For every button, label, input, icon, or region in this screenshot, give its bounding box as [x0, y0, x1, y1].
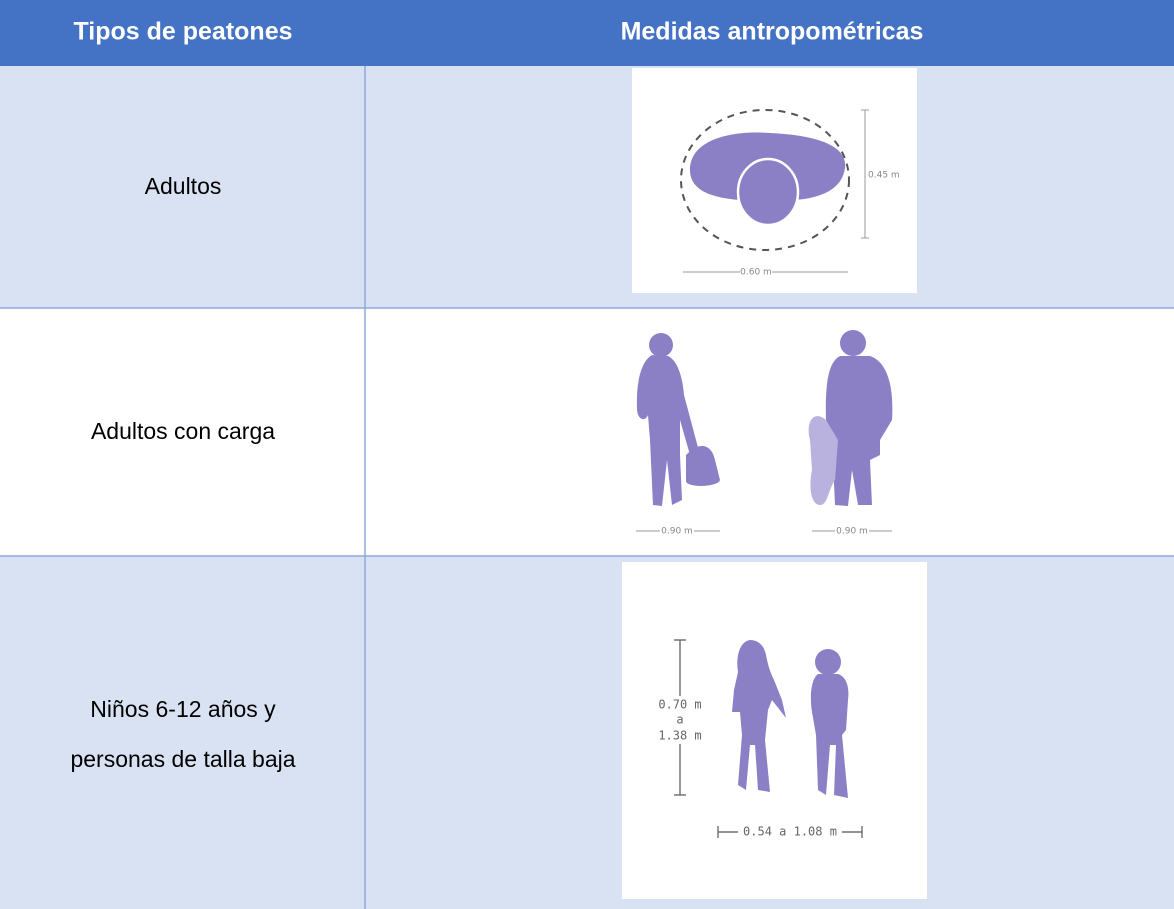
dimension-label: 0.45 m — [868, 171, 900, 181]
dimension-label: 0.70 m — [658, 698, 701, 712]
header-row — [0, 0, 1174, 66]
row-bg — [0, 556, 1174, 909]
dimension-label: 1.38 m — [658, 729, 701, 743]
row-label: personas de talla baja — [70, 746, 295, 772]
header-cell: Medidas antropométricas — [621, 18, 924, 46]
figure-children: 0.70 m a 1.38 m 0.54 a 1.08 m — [622, 562, 927, 899]
row-label: Adultos con carga — [91, 418, 275, 444]
figure-adults-load: 0.90 m 0.90 m — [636, 330, 893, 537]
dimension-label: 0.60 m — [740, 268, 772, 278]
row-bg — [0, 308, 1174, 556]
row-label: Niños 6-12 años y — [90, 696, 276, 722]
table-borders — [0, 66, 1174, 909]
dimension-label: 0.54 a 1.08 m — [743, 825, 837, 839]
row-label: Adultos — [145, 173, 222, 199]
header-cell: Tipos de peatones — [73, 18, 292, 46]
dimension-label: 0.90 m — [836, 527, 868, 537]
row-bg — [0, 66, 1174, 308]
dimension-label: a — [676, 713, 683, 727]
dimension-label: 0.90 m — [661, 527, 693, 537]
figure-adult: 0.45 m 0.60 m — [632, 68, 917, 293]
